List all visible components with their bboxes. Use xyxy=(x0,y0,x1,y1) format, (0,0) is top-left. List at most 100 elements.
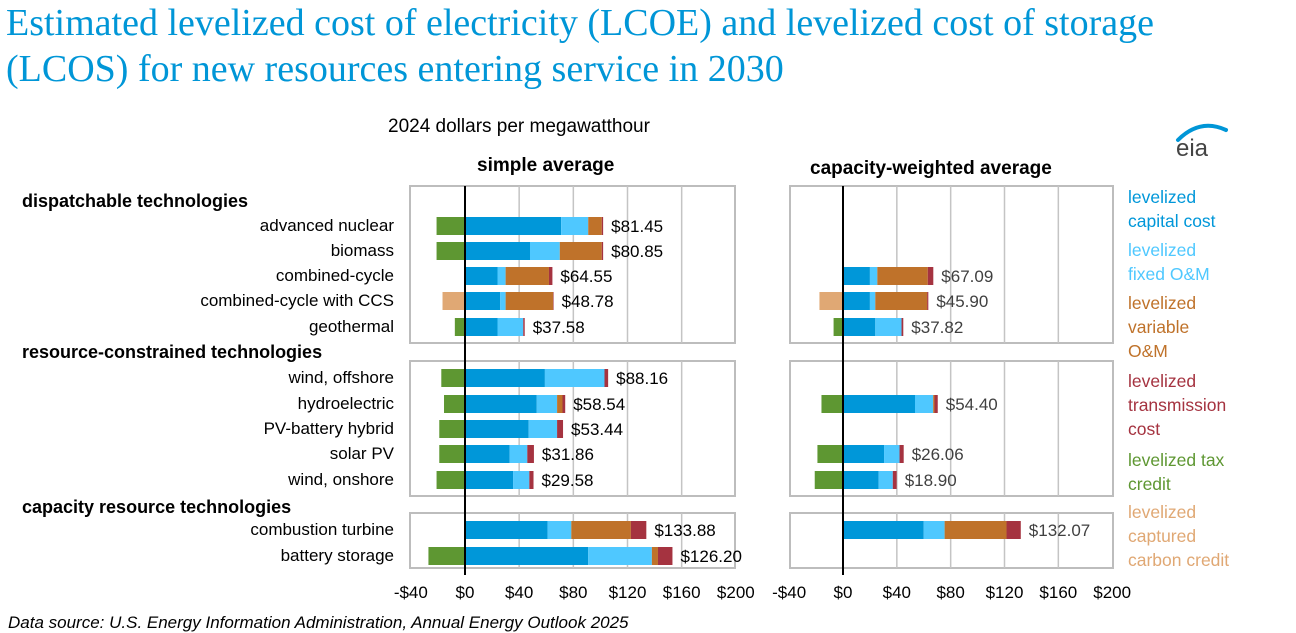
x-tick-label: $200 xyxy=(1093,583,1131,602)
bar-segment-vom xyxy=(933,395,935,413)
total-label: $133.88 xyxy=(654,521,715,540)
total-label: $45.90 xyxy=(936,292,988,311)
bar-segment-vom xyxy=(505,292,554,310)
bar-segment-tax xyxy=(439,420,465,438)
bar-segment-cap xyxy=(465,395,537,413)
bar-segment-fom xyxy=(869,267,878,285)
bar-segment-fom xyxy=(878,471,893,489)
total-label: $132.07 xyxy=(1029,521,1090,540)
bar-segment-vom xyxy=(875,292,928,310)
row-label-advanced-nuclear: advanced nuclear xyxy=(259,216,394,235)
total-label: $126.20 xyxy=(680,547,741,566)
total-label: $26.06 xyxy=(912,445,964,464)
bar-segment-trans xyxy=(657,547,673,565)
x-tick-label: $0 xyxy=(456,583,475,602)
bar-segment-trans xyxy=(529,471,534,489)
bar-segment-fom xyxy=(869,292,876,310)
bar-segment-trans xyxy=(523,318,525,336)
bar-segment-cap xyxy=(465,420,529,438)
total-label: $81.45 xyxy=(611,217,663,236)
bar-segment-fom xyxy=(588,547,652,565)
bar-segment-trans xyxy=(630,521,647,539)
row-label-combined-cycle-with-ccs: combined-cycle with CCS xyxy=(200,291,394,310)
x-tick-label: -$40 xyxy=(772,583,806,602)
bar-segment-fom xyxy=(497,318,524,336)
bar-segment-trans xyxy=(901,318,904,336)
bar-segment-vom xyxy=(571,521,631,539)
bar-segment-cap xyxy=(843,395,916,413)
legend-item-levelized-fixed-o-m: levelized fixed O&M xyxy=(1128,240,1210,284)
bar-segment-cap xyxy=(465,471,514,489)
bar-segment-trans xyxy=(562,395,566,413)
bar-segment-tax xyxy=(441,369,465,387)
bar-segment-vom xyxy=(877,267,928,285)
bar-segment-cap xyxy=(843,292,870,310)
bar-segment-carbon xyxy=(819,292,843,310)
bar-segment-tax xyxy=(444,395,465,413)
group-label-capacity-resource: capacity resource technologies xyxy=(22,497,292,517)
bar-segment-tax xyxy=(436,471,465,489)
group-label-resource-constrained: resource-constrained technologies xyxy=(22,342,323,362)
row-label-solar-pv: solar PV xyxy=(329,444,394,463)
total-label: $64.55 xyxy=(560,267,612,286)
row-label-combined-cycle: combined-cycle xyxy=(275,266,394,285)
legend-item-levelized-capital-cost: levelized capital cost xyxy=(1128,187,1216,231)
bar-segment-tax xyxy=(439,445,465,463)
bar-segment-trans xyxy=(1006,521,1021,539)
bar-segment-cap xyxy=(465,445,510,463)
total-label: $29.58 xyxy=(542,471,594,490)
total-label: $31.86 xyxy=(542,445,594,464)
bar-segment-trans xyxy=(553,292,554,310)
bar-segment-trans xyxy=(527,445,534,463)
bar-segment-vom xyxy=(944,521,1007,539)
bar-segment-cap xyxy=(843,521,924,539)
eia-logo-icon: eia xyxy=(1176,123,1228,160)
bar-segment-cap xyxy=(465,217,562,235)
bar-segment-cap xyxy=(843,267,870,285)
x-tick-label: $160 xyxy=(663,583,701,602)
x-tick-label: $200 xyxy=(717,583,755,602)
total-label: $58.54 xyxy=(573,395,625,414)
row-label-hydroelectric: hydroelectric xyxy=(297,394,394,413)
bar-segment-trans xyxy=(927,292,929,310)
bar-segment-vom xyxy=(651,547,658,565)
panel-title-simple: simple average xyxy=(477,155,615,176)
bar-segment-fom xyxy=(923,521,945,539)
bar-segment-cap xyxy=(465,318,498,336)
group-label-dispatchable: dispatchable technologies xyxy=(22,191,249,211)
legend-item-levelized-captured-carbon-credit: levelized captured carbon credit xyxy=(1128,502,1230,570)
row-label-wind-offshore: wind, offshore xyxy=(288,368,394,387)
x-tick-label: $0 xyxy=(834,583,853,602)
bar-segment-tax xyxy=(454,318,465,336)
bar-segment-trans xyxy=(604,369,609,387)
bar-segment-fom xyxy=(500,292,506,310)
x-tick-label: $40 xyxy=(505,583,533,602)
x-tick-label: $120 xyxy=(609,583,647,602)
bar-segment-cap xyxy=(465,521,548,539)
bar-segment-cap xyxy=(843,445,885,463)
total-label: $53.44 xyxy=(571,420,623,439)
bar-segment-vom xyxy=(559,242,602,260)
bar-segment-fom xyxy=(544,369,605,387)
bar-segment-tax xyxy=(817,445,843,463)
bar-segment-cap xyxy=(465,242,530,260)
bar-segment-trans xyxy=(548,267,553,285)
bar-segment-trans xyxy=(899,445,904,463)
bar-segment-trans xyxy=(892,471,897,489)
bar-segment-cap xyxy=(843,471,879,489)
bar-segment-carbon xyxy=(442,292,465,310)
x-tick-label: -$40 xyxy=(394,583,428,602)
bar-segment-fom xyxy=(884,445,900,463)
x-tick-label: $40 xyxy=(883,583,911,602)
bar-segment-tax xyxy=(821,395,843,413)
bar-segment-cap xyxy=(843,318,876,336)
bar-segment-cap xyxy=(465,369,545,387)
bar-segment-fom xyxy=(915,395,934,413)
bar-segment-trans xyxy=(927,267,934,285)
bar-segment-tax xyxy=(814,471,843,489)
bar-segment-tax xyxy=(833,318,843,336)
total-label: $48.78 xyxy=(562,292,614,311)
chart-title: Estimated levelized cost of electricity … xyxy=(6,2,1154,90)
legend-item-levelized-transmission-cost: levelized transmission cost xyxy=(1128,371,1227,439)
units-label: 2024 dollars per megawatthour xyxy=(388,116,650,137)
